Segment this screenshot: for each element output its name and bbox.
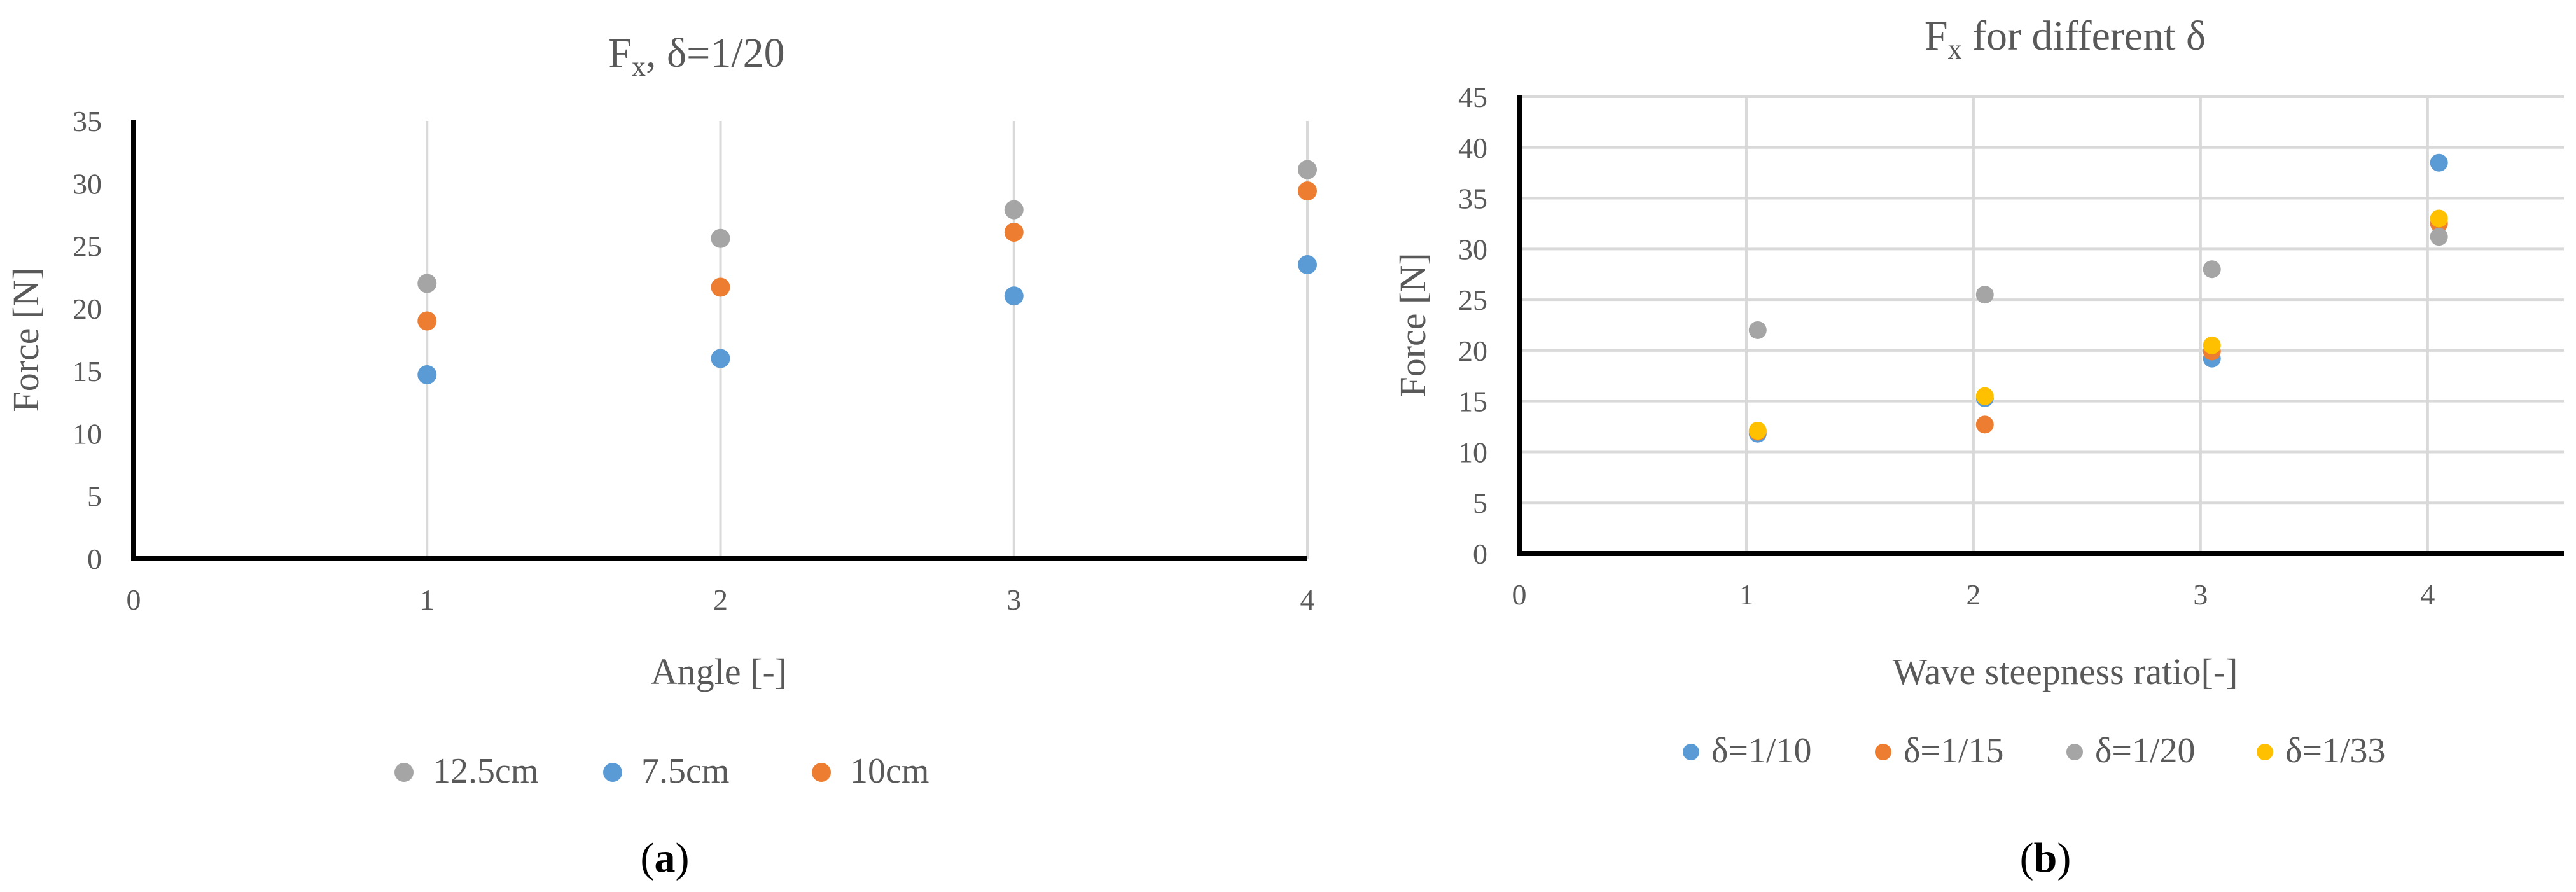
chart-b-legend-item: δ=1/15	[1875, 731, 2004, 770]
chart-a-x-axis-label: Angle [-]	[651, 651, 787, 692]
chart-a-grid	[426, 121, 1309, 559]
chart-b-y-tick-label: 30	[1458, 233, 1487, 265]
panel-a-label: (a)	[641, 835, 690, 881]
chart-b-legend-item: δ=1/33	[2257, 731, 2386, 770]
chart-b-y-tick-label: 5	[1473, 487, 1487, 519]
chart-b-legend-label: δ=1/33	[2285, 731, 2386, 770]
chart-b-y-tick-label: 20	[1458, 335, 1487, 367]
chart-a-y-tick-label: 15	[73, 355, 102, 387]
chart-a-legend-label: 7.5cm	[641, 751, 729, 791]
chart-a-title: Fx, δ=1/20	[608, 30, 784, 82]
chart-a-point	[417, 365, 437, 385]
chart-b-x-tick-label: 0	[1512, 578, 1527, 611]
chart-b-y-tick-label: 25	[1458, 284, 1487, 316]
chart-a-legend-item: 7.5cm	[603, 751, 729, 791]
chart-a-legend-marker	[603, 763, 622, 782]
chart-b-legend-marker	[2066, 744, 2083, 760]
chart-b-x-axis-label: Wave steepness ratio[-]	[1893, 651, 2238, 692]
chart-a-y-tick-label: 0	[87, 543, 102, 575]
chart-b-legend-label: δ=1/10	[1711, 731, 1812, 770]
chart-b-title: Fx for different δ	[1925, 13, 2206, 65]
chart-b-legend-marker	[2257, 744, 2273, 760]
chart-b-x-ticks: 0 1 2 3 4	[1512, 578, 2435, 611]
chart-b-point	[1975, 286, 1994, 304]
chart-a-y-tick-label: 5	[87, 480, 102, 513]
chart-b-x-tick-label: 4	[2420, 578, 2435, 611]
chart-b-y-tick-label: 10	[1458, 436, 1487, 468]
chart-a-axes	[131, 120, 1307, 561]
chart-a-point	[1298, 181, 1317, 201]
chart-a-legend: 12.5cm 7.5cm 10cm	[394, 751, 929, 791]
chart-a-y-ticks: 0 5 10 15 20 25 30 35	[73, 105, 102, 575]
chart-a-x-tick-label: 4	[1300, 583, 1315, 616]
chart-b-y-tick-label: 35	[1458, 183, 1487, 215]
chart-a-legend-marker	[394, 763, 414, 782]
chart-b-y-tick-label: 40	[1458, 132, 1487, 164]
chart-b-y-tick-label: 15	[1458, 386, 1487, 418]
chart-b-y-tick-label: 45	[1458, 81, 1487, 113]
chart-b-x-tick-label: 3	[2193, 578, 2208, 611]
chart-a-legend-label: 12.5cm	[433, 751, 538, 791]
chart-a-x-tick-label: 2	[713, 583, 728, 616]
chart-a-y-axis-label: Force [N]	[5, 267, 46, 412]
chart-a: Fx, δ=1/20 0 5 10 15 20 25 30 35 0 1 2 3 4 Force [N…	[5, 30, 1317, 881]
chart-a-legend-label: 10cm	[850, 751, 929, 791]
chart-a-legend-item: 12.5cm	[394, 751, 538, 791]
chart-b-y-ticks: 0 5 10 15 20 25 30 35 40 45	[1458, 81, 1487, 570]
chart-a-point	[417, 274, 437, 293]
chart-b: Fx for different δ 0 5 10 15 20 25 30 35 40 45 0 1…	[1392, 13, 2564, 881]
chart-a-y-tick-label: 35	[73, 105, 102, 137]
chart-b-legend-marker	[1683, 744, 1699, 760]
chart-a-point	[711, 349, 730, 368]
chart-a-x-tick-label: 3	[1006, 583, 1021, 616]
chart-a-y-tick-label: 25	[73, 230, 102, 263]
chart-b-x-tick-label: 2	[1966, 578, 1981, 611]
chart-a-y-tick-label: 20	[73, 293, 102, 325]
chart-a-point	[1298, 160, 1317, 179]
chart-b-point	[2203, 260, 2221, 279]
chart-b-legend-item: δ=1/10	[1683, 731, 1812, 770]
chart-a-point	[711, 277, 730, 297]
chart-a-legend-item: 10cm	[812, 751, 929, 791]
chart-a-point	[1004, 286, 1024, 306]
chart-b-point	[1975, 387, 1994, 405]
chart-a-y-tick-label: 10	[73, 417, 102, 450]
chart-b-x-tick-label: 1	[1739, 578, 1753, 611]
chart-a-x-tick-label: 0	[127, 583, 141, 616]
chart-b-legend-marker	[1875, 744, 1891, 760]
chart-b-legend-label: δ=1/15	[1904, 731, 2004, 770]
chart-b-point	[1748, 321, 1767, 339]
chart-a-point	[417, 311, 437, 331]
chart-a-point	[1004, 200, 1024, 220]
chart-b-legend-item: δ=1/20	[2066, 731, 2196, 770]
chart-b-grid	[1519, 95, 2564, 554]
panel-b-label: (b)	[2020, 835, 2071, 881]
chart-a-x-ticks: 0 1 2 3 4	[127, 583, 1315, 616]
chart-a-points	[417, 160, 1317, 385]
chart-b-legend-label: δ=1/20	[2095, 731, 2196, 770]
chart-b-point	[2430, 153, 2448, 172]
chart-a-legend-marker	[812, 763, 831, 782]
chart-b-point	[2430, 209, 2448, 228]
chart-b-point	[1975, 415, 1994, 434]
chart-b-axes	[1517, 95, 2564, 556]
chart-a-y-tick-label: 30	[73, 167, 102, 200]
chart-b-point	[1748, 421, 1767, 440]
chart-b-y-axis-label: Force [N]	[1392, 253, 1433, 397]
chart-b-y-tick-label: 0	[1473, 538, 1487, 570]
chart-a-point	[1298, 255, 1317, 275]
chart-b-legend: δ=1/10 δ=1/15 δ=1/20 δ=1/33	[1683, 731, 2386, 770]
chart-b-point	[2203, 336, 2221, 354]
chart-b-point	[2430, 228, 2448, 246]
chart-a-x-tick-label: 1	[420, 583, 435, 616]
chart-a-point	[1004, 222, 1024, 242]
chart-a-point	[711, 228, 730, 248]
chart-b-points	[1748, 153, 2448, 443]
